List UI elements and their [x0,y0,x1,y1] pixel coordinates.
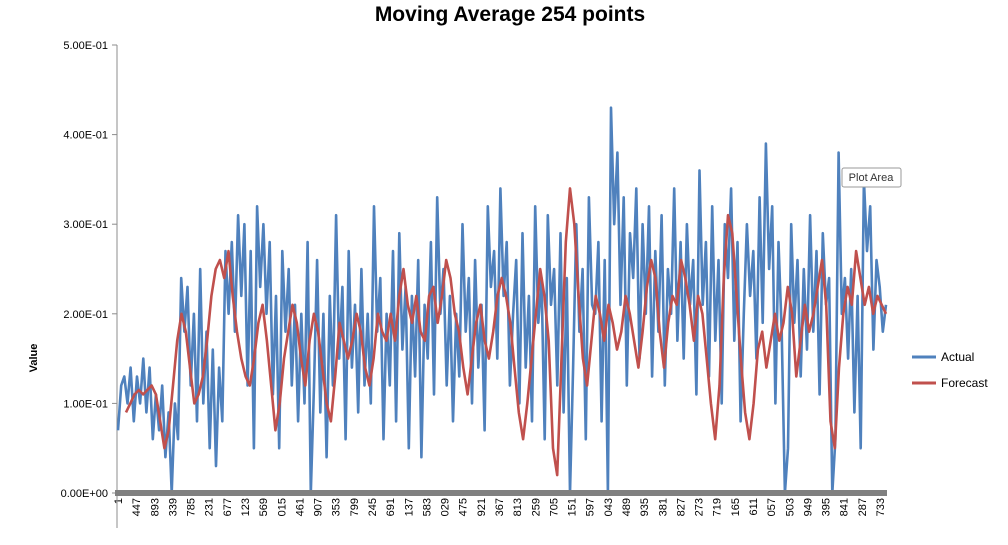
x-tick-label: 691 [385,498,397,516]
x-tick-label: 057 [766,498,778,516]
x-tick-label: 611 [748,498,760,516]
chart-title: Moving Average 254 points [375,3,645,26]
y-tick-label: 0.00E+00 [61,488,108,500]
x-tick-label: 813 [512,498,524,516]
x-tick-label: 677 [222,498,234,516]
x-tick-label: 259 [530,498,542,516]
x-tick-label: 719 [712,498,724,516]
series-group [116,106,888,495]
x-tick-label: 029 [440,498,452,516]
x-tick-label: 245 [367,498,379,516]
x-tick-label: 583 [421,498,433,516]
x-tick-label: 597 [585,498,597,516]
x-tick-label: 907 [313,498,325,516]
x-tick-label: 461 [294,498,306,516]
plot-area-tooltip: Plot Area [841,167,902,188]
x-tick-label: 447 [131,498,143,516]
x-tick-label: 137 [403,498,415,516]
x-tick-label: 475 [458,498,470,516]
x-tick-label: 353 [331,498,343,516]
y-axis-label: Value [28,344,40,373]
x-tick-label: 785 [186,498,198,516]
legend-label-actual: Actual [941,350,974,364]
tooltip-label: Plot Area [849,172,895,184]
x-tick-label: 043 [603,498,615,516]
x-tick-label: 569 [258,498,270,516]
x-tick-label: 287 [857,498,869,516]
x-tick-label: 151 [567,498,579,516]
x-tick-label: 123 [240,498,252,516]
x-tick-label: 165 [730,498,742,516]
x-tick-label: 395 [821,498,833,516]
x-tick-label: 799 [349,498,361,516]
series-line-forecast[interactable] [124,187,888,477]
x-tick-label: 733 [875,498,887,516]
x-tick-label: 893 [149,498,161,516]
x-tick-label: 949 [802,498,814,516]
x-tick-label: 503 [784,498,796,516]
x-tick-label: 935 [639,498,651,516]
x-tick-label: 1 [113,498,125,504]
y-tick-label: 2.00E-01 [63,309,108,321]
y-tick-label: 1.00E-01 [63,398,108,410]
y-tick-label: 5.00E-01 [63,40,108,52]
x-tick-label: 827 [675,498,687,516]
x-tick-label: 841 [839,498,851,516]
x-tick-label: 231 [204,498,216,516]
y-tick-label: 4.00E-01 [63,130,108,142]
x-axis-ticks: 1 447 893 339 785 231 677 123 569 015 461 907 353 799… [113,498,887,516]
y-axis-ticks: 0.00E+00 1.00E-01 2.00E-01 3.00E-01 4.00E-01… [61,40,117,500]
y-tick-label: 3.00E-01 [63,219,108,231]
x-tick-label: 273 [694,498,706,516]
x-tick-label: 339 [167,498,179,516]
x-tick-label: 705 [548,498,560,516]
legend[interactable]: Actual Forecast [912,350,988,390]
x-tick-label: 367 [494,498,506,516]
x-tick-label: 489 [621,498,633,516]
legend-label-forecast: Forecast [941,376,988,390]
x-tick-label: 921 [476,498,488,516]
series-line-actual[interactable] [116,106,888,495]
x-axis-line [115,490,887,496]
x-tick-label: 015 [276,498,288,516]
x-tick-label: 381 [657,498,669,516]
